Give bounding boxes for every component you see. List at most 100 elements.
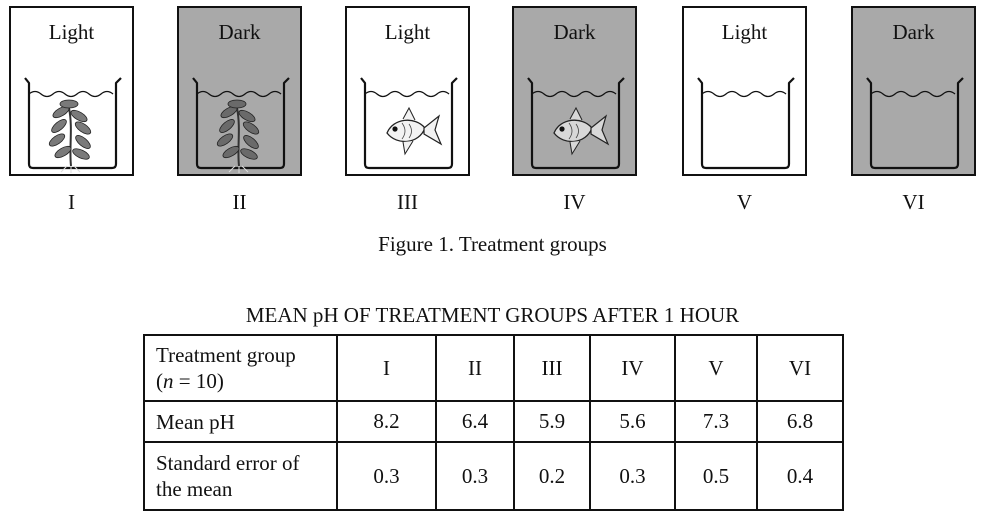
water-fill — [702, 92, 789, 168]
plant-leaf — [222, 145, 240, 159]
panel-iii: Light — [345, 6, 470, 176]
row-label-line2: the mean — [156, 477, 233, 501]
beaker-outline — [697, 77, 795, 170]
value-cell: 6.8 — [756, 400, 844, 443]
beaker-empty — [866, 77, 964, 170]
beaker-outline — [24, 77, 122, 170]
table-header-row: Treatment group (n = 10) I II III IV V V… — [143, 334, 844, 402]
plant-roots — [228, 165, 249, 173]
plant-icon — [48, 99, 92, 173]
water-surface — [28, 90, 114, 98]
header-label-line1: Treatment group — [156, 343, 296, 367]
plant-leaf — [242, 121, 260, 135]
condition-label: Light — [721, 20, 768, 44]
fish-eye — [392, 126, 398, 132]
panel-iv: Dark — [512, 6, 637, 176]
condition-label: Light — [48, 20, 95, 44]
panel-vi: Dark — [851, 6, 976, 176]
header-group-cell: V — [674, 334, 758, 402]
header-group-cell: VI — [756, 334, 844, 402]
value-cell: 0.3 — [589, 441, 676, 511]
value-cell: 0.4 — [756, 441, 844, 511]
beaker-empty — [697, 77, 795, 170]
plant-leaf — [219, 119, 235, 133]
fish-body — [553, 119, 593, 143]
plant-icon — [216, 99, 260, 173]
plant-roots — [60, 165, 81, 173]
header-n-var: n — [163, 369, 174, 393]
plant-leaf — [240, 148, 258, 160]
water-surface — [531, 90, 617, 98]
row-label-cell: Standard error of the mean — [143, 441, 338, 511]
plant-leaf — [70, 109, 88, 123]
group-label-iii: III — [397, 190, 418, 214]
figure-caption: Figure 1. Treatment groups — [378, 232, 607, 256]
plant-leaf — [48, 133, 66, 147]
plant-leaf — [54, 145, 72, 159]
group-label-v: V — [736, 190, 753, 214]
plant-leaf — [75, 135, 91, 149]
value-cell: 5.9 — [513, 400, 591, 443]
value-cell: 7.3 — [674, 400, 758, 443]
water-surface — [364, 90, 450, 98]
fish-fin — [402, 140, 414, 156]
table-title: MEAN pH OF TREATMENT GROUPS AFTER 1 HOUR — [245, 303, 740, 327]
fish-fin — [569, 140, 581, 156]
header-group-cell: IV — [589, 334, 676, 402]
plant-stem — [236, 107, 240, 167]
plant-leaf — [238, 109, 256, 123]
ph-table: Treatment group (n = 10) I II III IV V V… — [143, 334, 844, 511]
goldfish-icon — [553, 106, 610, 156]
plant-leaf — [74, 121, 92, 135]
condition-label: Dark — [892, 20, 935, 44]
beaker-fish — [360, 77, 458, 170]
fish-fin — [402, 106, 416, 121]
group-label-ii: II — [232, 190, 247, 214]
group-label-vi: VI — [902, 190, 925, 214]
plant-leaf — [216, 133, 234, 147]
beaker-outline — [866, 77, 964, 170]
group-label-i: I — [68, 190, 75, 214]
value-cell: 8.2 — [336, 400, 437, 443]
value-cell: 6.4 — [435, 400, 515, 443]
condition-label: Light — [384, 20, 431, 44]
goldfish-icon — [386, 106, 443, 156]
beaker-outline — [527, 77, 625, 170]
value-cell: 5.6 — [589, 400, 676, 443]
water-surface — [196, 90, 282, 98]
panel-v: Light — [682, 6, 807, 176]
beaker-plant — [192, 77, 290, 173]
beaker-outline — [192, 77, 290, 170]
fish-scales — [401, 122, 412, 140]
plant-leaf — [59, 99, 79, 109]
beaker-plant — [24, 77, 122, 173]
header-n-prefix: ( — [156, 369, 163, 393]
value-cell: 0.5 — [674, 441, 758, 511]
header-label-cell: Treatment group (n = 10) — [143, 334, 338, 402]
header-n-suffix: = 10) — [173, 369, 224, 393]
condition-label: Dark — [218, 20, 261, 44]
plant-stem — [68, 107, 72, 167]
beaker-outline — [360, 77, 458, 170]
fish-fin — [569, 106, 583, 121]
header-label-line2: (n = 10) — [156, 369, 224, 393]
row-label-cell: Mean pH — [143, 400, 338, 443]
value-cell: 0.2 — [513, 441, 591, 511]
fish-tail — [423, 114, 443, 146]
panel-i: Light — [9, 6, 134, 176]
table-row-mean-ph: Mean pH 8.2 6.4 5.9 5.6 7.3 6.8 — [143, 400, 844, 443]
fish-scales — [568, 122, 579, 140]
group-label-iv: IV — [563, 190, 586, 214]
value-cell: 0.3 — [435, 441, 515, 511]
fish-eye — [559, 126, 565, 132]
fish-tail — [590, 114, 610, 146]
row-label-line1: Standard error of — [156, 451, 300, 475]
panel-ii: Dark — [177, 6, 302, 176]
water-surface — [870, 90, 956, 98]
value-cell: 0.3 — [336, 441, 437, 511]
plant-leaf — [243, 135, 259, 149]
plant-leaf — [72, 148, 90, 160]
plant-leaf — [227, 99, 247, 109]
header-group-cell: I — [336, 334, 437, 402]
plant-leaf — [51, 119, 67, 133]
